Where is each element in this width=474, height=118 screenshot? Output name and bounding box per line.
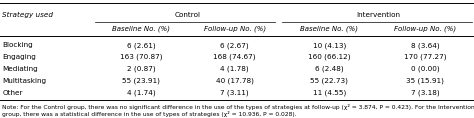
Text: 35 (15.91): 35 (15.91) (407, 78, 444, 84)
Text: Note: For the Control group, there was no significant difference in the use of t: Note: For the Control group, there was n… (2, 104, 474, 110)
Text: Strategy used: Strategy used (2, 12, 54, 18)
Text: 10 (4.13): 10 (4.13) (313, 42, 346, 49)
Text: Baseline No. (%): Baseline No. (%) (112, 26, 170, 32)
Text: Follow-up No. (%): Follow-up No. (%) (203, 26, 266, 32)
Text: 8 (3.64): 8 (3.64) (411, 42, 440, 49)
Text: 2 (0.87): 2 (0.87) (127, 66, 155, 72)
Text: Mediating: Mediating (2, 66, 38, 72)
Text: 6 (2.48): 6 (2.48) (315, 66, 344, 72)
Text: 0 (0.00): 0 (0.00) (411, 66, 440, 72)
Text: 4 (1.78): 4 (1.78) (220, 66, 249, 72)
Text: 168 (74.67): 168 (74.67) (213, 54, 256, 61)
Text: Other: Other (2, 90, 23, 96)
Text: Control: Control (174, 12, 200, 18)
Text: 6 (2.61): 6 (2.61) (127, 42, 155, 49)
Text: 7 (3.11): 7 (3.11) (220, 89, 249, 96)
Text: 163 (70.87): 163 (70.87) (120, 54, 162, 61)
Text: Blocking: Blocking (2, 42, 33, 48)
Text: 4 (1.74): 4 (1.74) (127, 89, 155, 96)
Text: Baseline No. (%): Baseline No. (%) (301, 26, 358, 32)
Text: 7 (3.18): 7 (3.18) (411, 89, 440, 96)
Text: 55 (23.91): 55 (23.91) (122, 78, 160, 84)
Text: 170 (77.27): 170 (77.27) (404, 54, 447, 61)
Text: 6 (2.67): 6 (2.67) (220, 42, 249, 49)
Text: 11 (4.55): 11 (4.55) (313, 89, 346, 96)
Text: Intervention: Intervention (356, 12, 400, 18)
Text: Follow-up No. (%): Follow-up No. (%) (394, 26, 456, 32)
Text: group, there was a statistical difference in the use of types of strategies (χ² : group, there was a statistical differenc… (2, 111, 297, 117)
Text: 40 (17.78): 40 (17.78) (216, 78, 254, 84)
Text: Multitasking: Multitasking (2, 78, 46, 84)
Text: 55 (22.73): 55 (22.73) (310, 78, 348, 84)
Text: Engaging: Engaging (2, 54, 36, 60)
Text: 160 (66.12): 160 (66.12) (308, 54, 351, 61)
